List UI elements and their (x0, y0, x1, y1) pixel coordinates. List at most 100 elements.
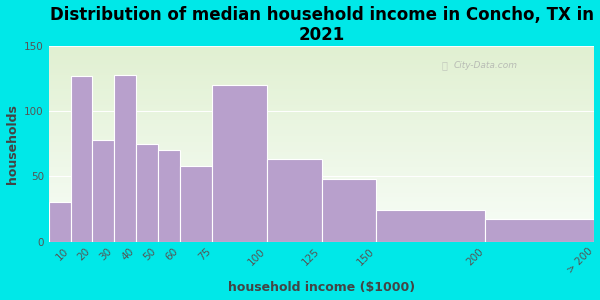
Bar (49, 154, 595, 155)
Bar (49, 240, 595, 242)
Bar (49, 110, 595, 112)
Bar (49, 64, 595, 65)
Bar (49, 224, 595, 226)
Bar (49, 165, 595, 167)
Bar (49, 124, 595, 126)
Bar (49, 138, 595, 140)
Bar (49, 81, 595, 83)
Bar (49, 148, 595, 150)
Bar (322, 179, 376, 242)
Bar (49, 152, 595, 154)
Bar (49, 150, 595, 152)
Bar (49, 87, 595, 89)
Bar (49, 234, 595, 236)
Bar (49, 216, 595, 218)
Bar (49, 169, 595, 171)
Text: City-Data.com: City-Data.com (454, 61, 517, 70)
Title: Distribution of median household income in Concho, TX in
2021: Distribution of median household income … (50, 6, 593, 44)
Bar (49, 146, 595, 148)
Bar (49, 112, 595, 114)
Bar (49, 196, 595, 199)
Bar (49, 204, 595, 206)
Text: ⓘ: ⓘ (442, 61, 448, 70)
Bar (179, 166, 212, 242)
Bar (49, 89, 595, 91)
Bar (49, 116, 595, 118)
Bar (49, 114, 595, 116)
Bar (49, 103, 595, 105)
Bar (49, 122, 595, 124)
Bar (92, 140, 114, 242)
Bar (49, 222, 595, 224)
Bar (49, 189, 595, 191)
Bar (49, 228, 595, 230)
Bar (49, 183, 595, 185)
Bar (49, 214, 595, 216)
Bar (49, 218, 595, 220)
Bar (49, 93, 595, 95)
Bar (49, 185, 595, 187)
Bar (49, 130, 595, 132)
Bar (49, 54, 595, 56)
Bar (49, 226, 595, 228)
Bar (49, 159, 595, 161)
Bar (485, 219, 595, 242)
Bar (49, 58, 595, 60)
Bar (49, 200, 595, 202)
Bar (212, 85, 267, 242)
Bar (49, 132, 595, 134)
Bar (49, 73, 595, 75)
Bar (49, 202, 595, 204)
Bar (49, 167, 595, 169)
Bar (49, 77, 595, 79)
Bar (158, 150, 179, 242)
Bar (49, 193, 595, 195)
Bar (49, 109, 595, 110)
Bar (49, 83, 595, 85)
Bar (49, 69, 595, 71)
Bar (49, 171, 595, 173)
Bar (49, 85, 595, 87)
Bar (49, 140, 595, 142)
Bar (49, 199, 595, 200)
Bar (49, 136, 595, 138)
Bar (49, 120, 595, 122)
Bar (376, 210, 485, 242)
Y-axis label: households: households (5, 104, 19, 184)
Bar (49, 56, 595, 58)
Bar (49, 99, 595, 101)
Bar (49, 238, 595, 240)
Bar (49, 202, 71, 242)
Bar (49, 68, 595, 69)
Bar (49, 126, 595, 128)
Bar (49, 177, 595, 179)
Bar (49, 65, 595, 68)
Bar (49, 128, 595, 130)
Bar (49, 236, 595, 238)
Bar (136, 144, 158, 242)
Bar (49, 142, 595, 144)
Bar (49, 101, 595, 103)
Bar (49, 212, 595, 214)
Bar (49, 106, 595, 109)
Bar (49, 79, 595, 81)
Bar (49, 173, 595, 175)
Bar (49, 210, 595, 212)
Bar (49, 208, 595, 210)
Bar (49, 105, 595, 106)
Bar (49, 191, 595, 193)
Bar (49, 155, 595, 158)
Bar (49, 134, 595, 136)
Bar (49, 181, 595, 183)
Bar (49, 158, 595, 159)
Bar (49, 48, 595, 50)
Bar (49, 46, 595, 48)
Bar (49, 95, 595, 97)
Bar (49, 61, 595, 64)
Bar (49, 50, 595, 52)
Bar (49, 179, 595, 181)
Bar (49, 97, 595, 99)
Bar (49, 195, 595, 197)
Bar (267, 159, 322, 242)
Bar (49, 175, 595, 177)
